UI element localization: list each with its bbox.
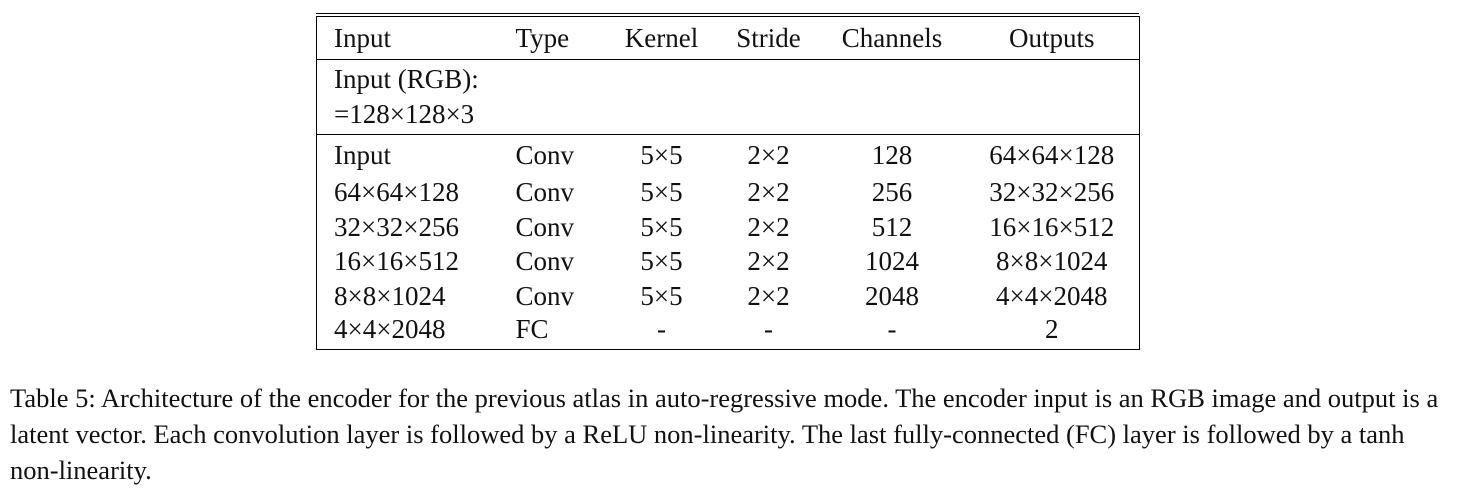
cell-outputs: 4×4×2048 [996,280,1108,311]
input-spec-label: Input (RGB): [334,64,479,94]
header-channels: Channels [841,23,943,53]
cell-channels: 2048 [865,280,919,311]
cell-outputs: 2 [1045,314,1059,344]
cell-type: FC [515,314,549,344]
cell-input: 64×64×128 [334,177,459,207]
cell-kernel: 5×5 [640,211,683,242]
cell-type: Conv [515,140,575,170]
cell-stride: 2×2 [747,177,790,207]
cell-channels: 256 [871,177,913,207]
cell-stride: 2×2 [747,140,790,170]
cell-kernel: 5×5 [640,140,683,170]
cell-channels: 1024 [865,246,919,276]
header-kernel: Kernel [624,23,699,53]
cell-outputs: 64×64×128 [989,140,1115,170]
header-type: Type [515,23,570,53]
table-row: 4×4×2048 FC - - - 2 [317,313,1140,350]
input-spec-row: Input (RGB): [317,60,1140,99]
table-row: 8×8×1024 Conv 5×5 2×2 2048 4×4×2048 [317,279,1140,314]
cell-input: 32×32×256 [334,211,459,242]
cell-outputs: 16×16×512 [989,211,1115,242]
cell-type: Conv [515,246,575,276]
cell-outputs: 32×32×256 [989,177,1115,207]
cell-kernel: 5×5 [640,246,683,276]
input-spec-row: =128×128×3 [316,98,1140,135]
input-spec-size: =128×128×3 [334,99,475,129]
architecture-table: Input Type Kernel Stride Channels Output… [316,16,1140,350]
architecture-table-wrapper: Input Type Kernel Stride Channels Output… [316,13,1140,350]
cell-outputs: 8×8×1024 [996,246,1108,276]
table-row: Input Conv 5×5 2×2 128 64×64×128 [317,135,1140,176]
cell-stride: 2×2 [747,280,790,311]
table-row: 16×16×512 Conv 5×5 2×2 1024 8×8×1024 [317,244,1140,279]
header-stride: Stride [736,23,801,53]
cell-channels: 128 [871,140,913,170]
cell-kernel: - [657,314,666,344]
header-outputs: Outputs [1008,23,1095,53]
cell-stride: 2×2 [747,246,790,276]
cell-input: 16×16×512 [334,246,459,276]
table-top-rule [316,13,1139,16]
cell-type: Conv [515,211,575,242]
cell-input: Input [334,140,391,170]
cell-stride: - [764,314,773,344]
cell-input: 4×4×2048 [334,314,446,344]
table-header-row: Input Type Kernel Stride Channels Output… [316,17,1140,60]
header-input: Input [334,23,391,53]
cell-input: 8×8×1024 [334,280,446,311]
cell-stride: 2×2 [747,211,790,242]
cell-channels: - [887,314,897,344]
cell-kernel: 5×5 [640,177,683,207]
table-row: 32×32×256 Conv 5×5 2×2 512 16×16×512 [317,210,1140,245]
cell-type: Conv [515,280,575,311]
cell-kernel: 5×5 [640,280,683,311]
table-row: 64×64×128 Conv 5×5 2×2 256 32×32×256 [317,175,1140,210]
cell-type: Conv [515,177,575,207]
table-caption: Table 5: Architecture of the encoder for… [10,383,1439,485]
cell-channels: 512 [871,211,913,242]
